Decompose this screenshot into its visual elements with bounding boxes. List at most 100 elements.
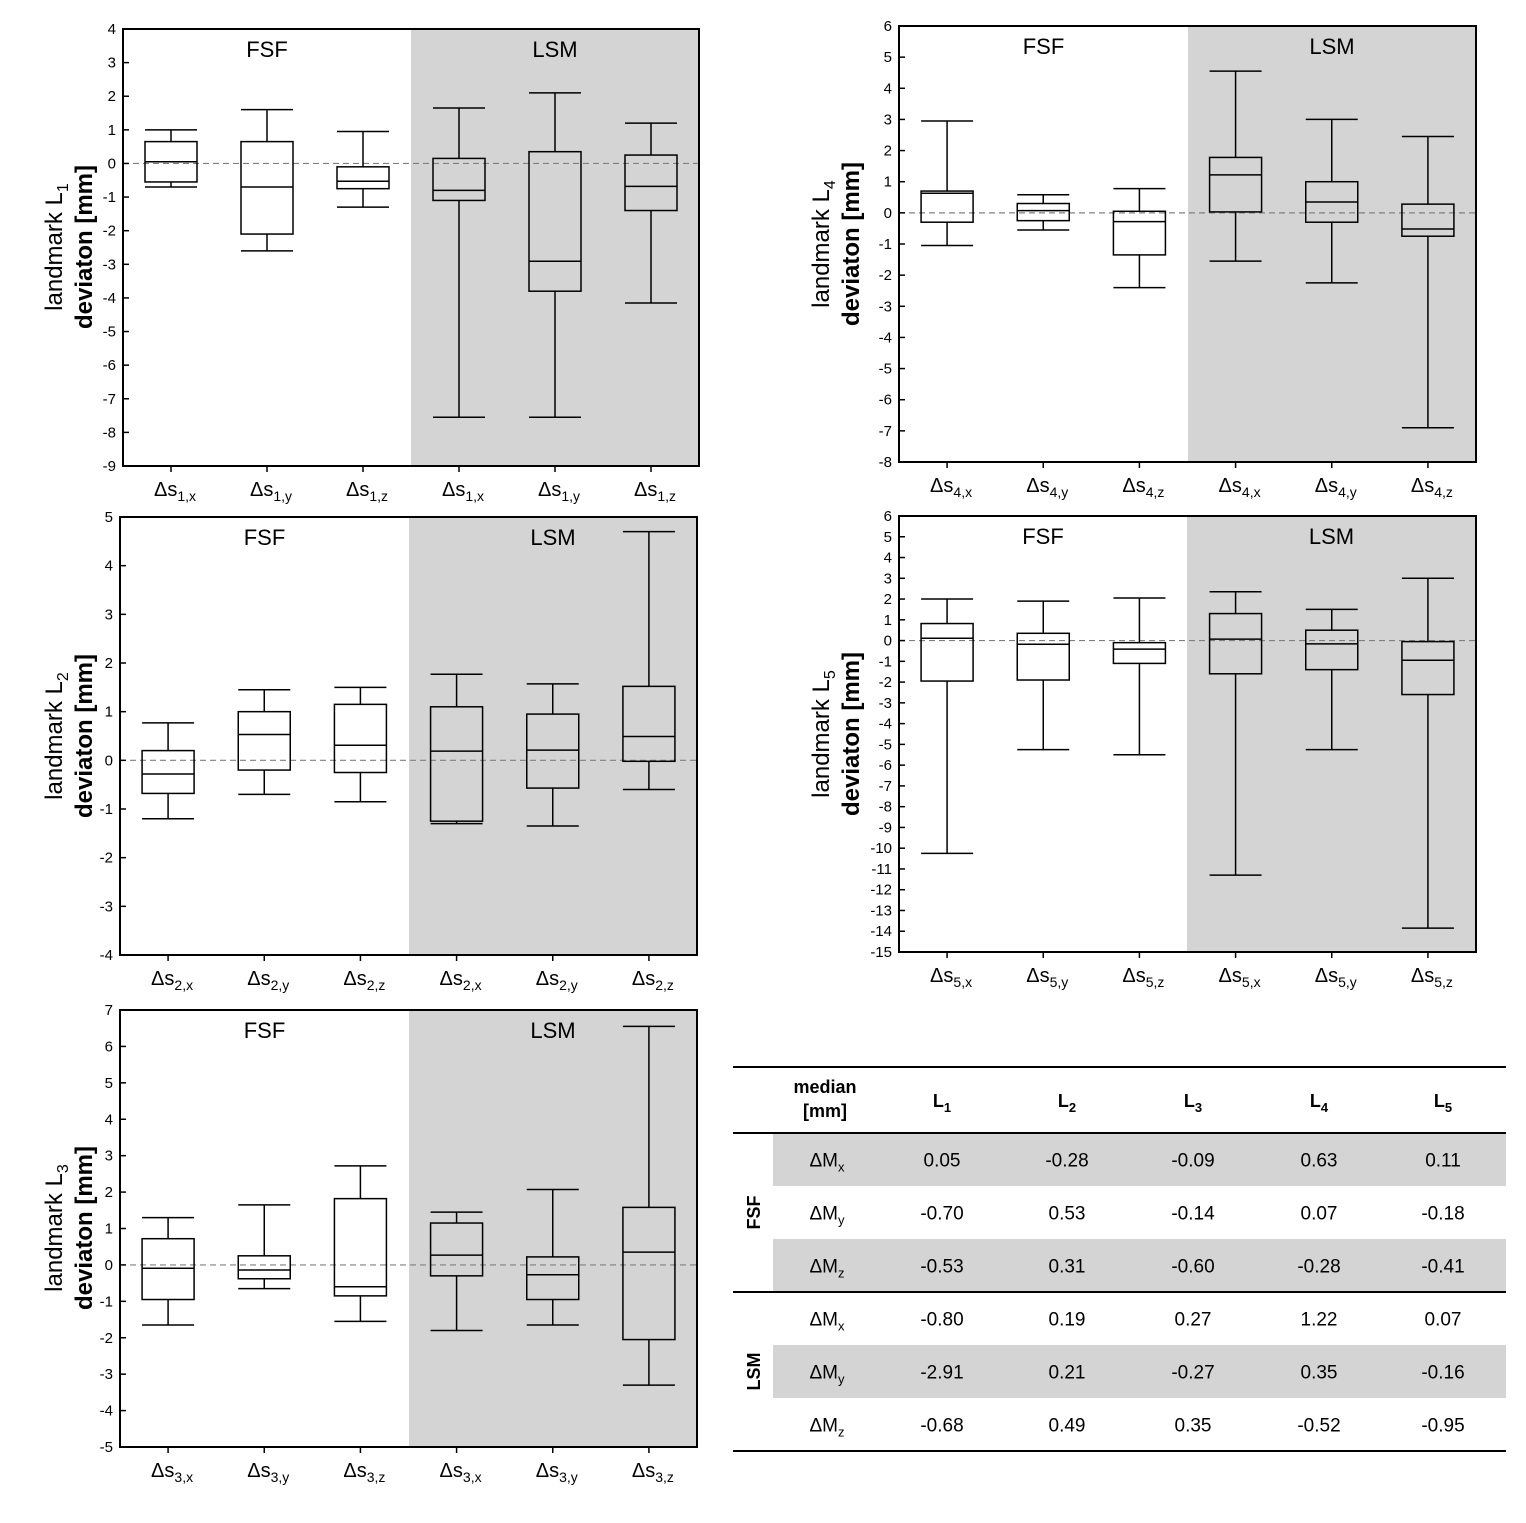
region-label-fsf: FSF [244,1018,286,1043]
iqr-box [1016,202,1070,222]
iqr-box [432,157,486,202]
iqr-box [1208,156,1263,213]
x-tick-label-sub: 5,z [1146,974,1165,990]
y-axis-label-sub: 5 [822,670,839,679]
row-label-base: ΔM [809,1257,838,1278]
box-4 [429,673,484,825]
x-tick-label-base: Δs [930,965,953,987]
box-6 [624,122,678,304]
y-tick-label: -9 [103,458,116,475]
y-tick-label: -2 [100,1330,113,1347]
y-tick-label: 4 [105,558,113,575]
x-tick-label: Δs3,y [247,1460,289,1485]
x-tick-label: Δs1,x [442,479,484,504]
region-label-lsm: LSM [532,37,577,62]
y-tick-label: -8 [879,454,892,471]
x-tick-label-sub: 5,x [1242,974,1261,990]
table-cell: -0.53 [920,1257,963,1278]
iqr-box [333,1197,388,1297]
y-tick-label: -1 [879,653,892,670]
x-tick-label-sub: 2,y [559,977,578,993]
x-tick-label-sub: 1,z [369,488,388,504]
y-tick-label: -3 [879,695,892,712]
column-header-base: L [1434,1091,1445,1111]
y-tick-label: 1 [884,612,892,629]
region-label-fsf: FSF [244,525,286,550]
boxplot-landmark-5: FSF LSM 6 5 4 3 2 1 0 -1 -2 -3 -4 -5 -6 -7 -8 -9 -10 -11 -12… [808,508,1477,990]
x-tick-label-sub: 2,z [367,977,386,993]
column-header-sub: 4 [1321,1100,1329,1115]
y-tick-label: 3 [884,111,892,128]
iqr-box [1112,210,1167,256]
table-column-header: L5 [1434,1091,1452,1115]
y-axis-label-sub: 3 [55,1164,72,1173]
table-group-label: FSF [744,1195,764,1229]
box-1 [141,722,195,820]
box-6 [622,530,676,791]
row-label-base: ΔM [809,1151,838,1172]
x-tick-label-base: Δs [1122,475,1145,497]
y-axis-label-line2: deviaton [mm] [71,1146,98,1310]
table-row: ΔMx -0.80 0.19 0.27 1.22 0.07 [809,1310,1461,1334]
x-tick-label-sub: 5,z [1434,974,1453,990]
column-header-base: L [1310,1091,1321,1111]
x-tick-label: Δs2,x [151,968,193,993]
table-cell: 0.49 [1049,1416,1086,1437]
iqr-box [526,1256,580,1301]
box-6 [1401,135,1455,429]
y-tick-label: -3 [103,256,116,273]
x-tick-label-sub: 2,x [463,977,482,993]
x-tick-label: Δs4,x [1219,475,1261,500]
iqr-box [237,710,291,771]
column-header-sub: 1 [944,1100,951,1115]
box-3 [1112,187,1167,289]
y-tick-label: 4 [108,21,116,38]
y-tick-label: -9 [879,819,892,836]
x-tick-label: Δs4,z [1411,475,1453,500]
x-tick-label-base: Δs [343,1460,366,1482]
plot-frame [898,515,1477,953]
y-tick-label: -13 [870,902,892,919]
box-4 [1208,591,1263,876]
region-label-fsf: FSF [246,37,288,62]
y-tick-label: -4 [100,1403,113,1420]
y-tick-label: -2 [879,674,892,691]
x-tick-label: Δs3,z [343,1460,385,1485]
plot-frame [122,28,700,467]
x-tick-label: Δs1,y [538,479,580,504]
y-tick-label: -7 [879,423,892,440]
x-tick-label-base: Δs [1122,965,1145,987]
table-cell: -0.18 [1421,1204,1464,1225]
y-tick-label: 4 [884,550,892,567]
x-tick-label-sub: 5,y [1050,974,1069,990]
box-1 [920,120,974,247]
x-tick-label-base: Δs [247,1460,270,1482]
table-cell: 0.19 [1049,1310,1086,1331]
x-tick-label-base: Δs [536,968,559,990]
iqr-box [429,1222,484,1277]
x-tick-label-base: Δs [1411,475,1434,497]
y-tick-label: -6 [103,357,116,374]
iqr-box [240,140,294,235]
y-tick-label: 5 [884,529,892,546]
table-cell: 0.07 [1301,1204,1338,1225]
x-tick-label-sub: 5,y [1338,974,1357,990]
y-axis-label-text: landmark L [41,1173,68,1292]
x-tick-label-sub: 4,z [1146,484,1165,500]
y-axis-label-text: landmark L [808,189,835,308]
x-tick-label: Δs3,y [536,1460,578,1485]
iqr-box [624,154,678,212]
x-tick-label-base: Δs [634,479,657,501]
y-tick-label: 6 [105,1038,113,1055]
iqr-box [1016,632,1070,681]
row-label-sub: x [838,1319,845,1334]
y-tick-label: 1 [105,704,113,721]
table-column-header: L2 [1058,1091,1076,1115]
x-tick-label-sub: 1,x [177,488,196,504]
x-tick-label-base: Δs [440,1460,463,1482]
x-tick-label-base: Δs [151,1460,174,1482]
